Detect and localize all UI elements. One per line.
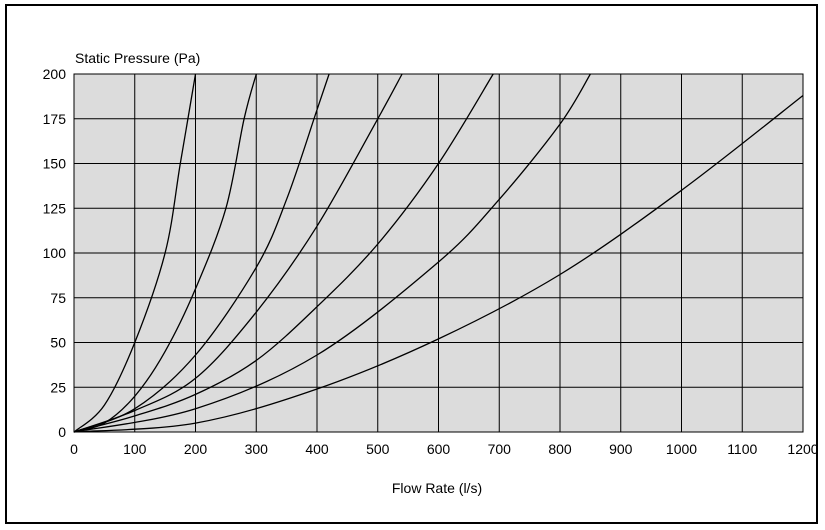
y-tick-label: 75 (50, 290, 66, 306)
x-tick-label: 100 (123, 441, 147, 457)
x-tick-label: 300 (245, 441, 269, 457)
x-tick-label: 400 (305, 441, 329, 457)
y-tick-label: 175 (43, 111, 67, 127)
x-tick-label: 500 (366, 441, 390, 457)
y-tick-label: 200 (43, 66, 67, 82)
x-axis-ticks: 0 100 200 300 400 500 600 700 800 900 1000 1100 1200 (70, 441, 819, 457)
x-axis-label: Flow Rate (l/s) (392, 480, 482, 496)
y-tick-label: 25 (50, 379, 66, 395)
series-line-6 (73, 73, 591, 433)
series-line-4 (73, 73, 403, 433)
series-line-7 (73, 94, 804, 433)
x-tick-label: 1000 (666, 441, 697, 457)
y-axis-ticks: 0 25 50 75 100 125 150 175 200 (43, 66, 67, 440)
y-axis-label: Static Pressure (Pa) (75, 50, 200, 66)
x-tick-label: 800 (548, 441, 572, 457)
x-tick-label: 0 (70, 441, 78, 457)
series-line-5 (73, 73, 494, 433)
x-tick-label: 1200 (787, 441, 818, 457)
series-line-3 (73, 73, 330, 433)
x-tick-label: 200 (184, 441, 208, 457)
y-tick-label: 0 (58, 424, 66, 440)
y-tick-label: 50 (50, 335, 66, 351)
series-line-1 (73, 73, 197, 433)
y-tick-label: 150 (43, 156, 67, 172)
y-tick-label: 100 (43, 245, 67, 261)
x-tick-label: 600 (427, 441, 451, 457)
x-tick-label: 700 (488, 441, 512, 457)
x-tick-label: 900 (609, 441, 633, 457)
y-tick-label: 125 (43, 200, 67, 216)
x-tick-label: 1100 (727, 441, 757, 457)
curve-group (73, 73, 804, 433)
plot-border (73, 73, 804, 433)
